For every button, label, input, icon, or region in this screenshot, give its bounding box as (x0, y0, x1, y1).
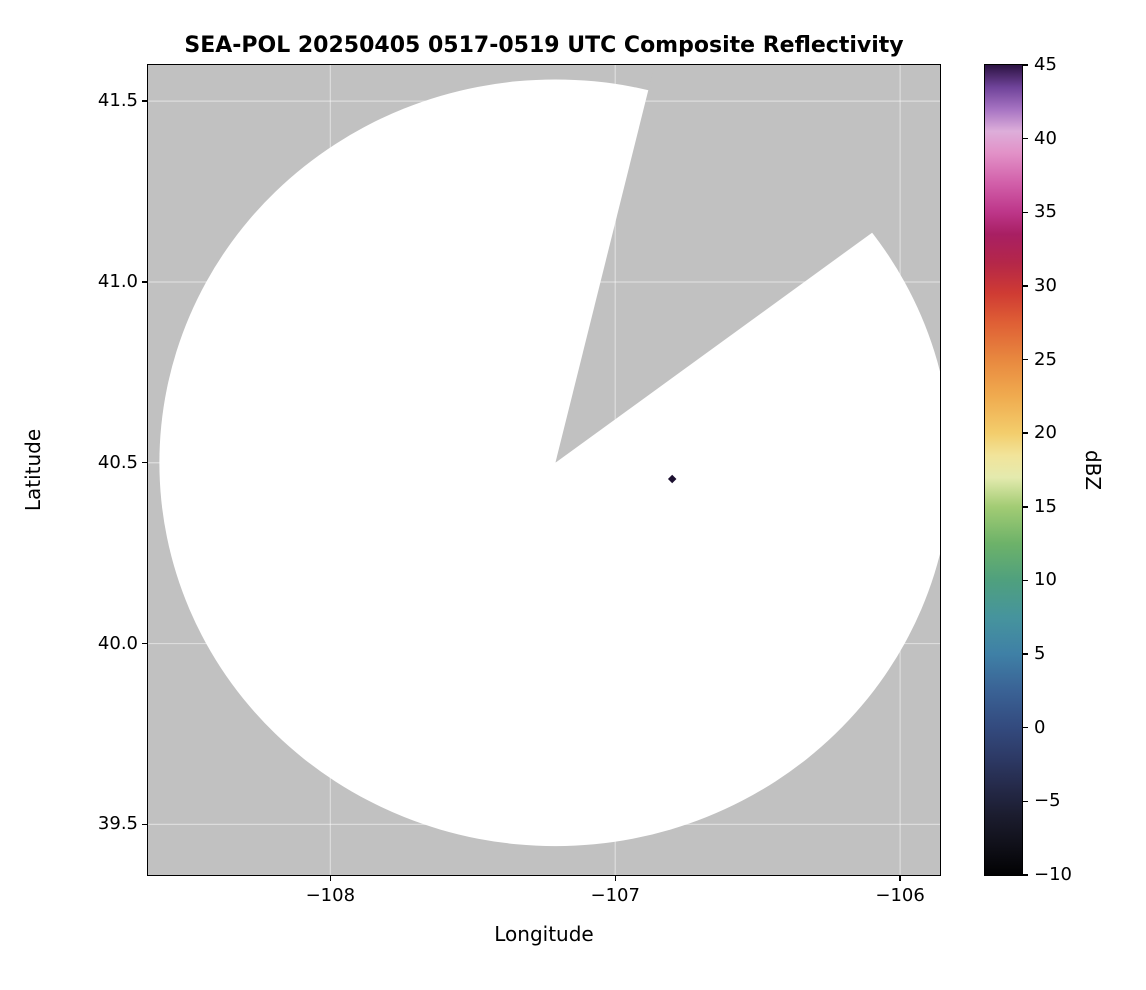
colorbar-tick-label: −10 (1034, 864, 1072, 885)
colorbar-tick-mark (1022, 727, 1028, 729)
y-tick-mark (142, 642, 148, 645)
y-tick-mark (142, 462, 148, 464)
colorbar-tick-mark (1022, 653, 1028, 655)
colorbar-tick-mark (1022, 285, 1028, 287)
colorbar-tick-label: 5 (1034, 643, 1046, 665)
y-tick-mark (142, 823, 148, 826)
radar-echo-point (667, 474, 677, 483)
gridlines (147, 64, 940, 875)
colorbar-tick-mark (1022, 579, 1028, 582)
colorbar (983, 63, 1023, 876)
y-tick-mark (142, 100, 148, 102)
y-tick-label: 41.0 (97, 270, 138, 292)
colorbar-tick-mark (1022, 211, 1028, 213)
colorbar-tick-label: 35 (1034, 201, 1057, 223)
x-axis-label: Longitude (494, 922, 594, 946)
x-tick-mark (329, 875, 332, 881)
colorbar-tick-mark (1022, 137, 1028, 140)
radar-echoes (667, 474, 677, 483)
y-tick-label: 41.5 (97, 90, 138, 112)
x-tick-label: −108 (305, 885, 356, 906)
x-tick-label: −107 (590, 885, 640, 906)
colorbar-label: dBZ (1081, 449, 1105, 491)
y-axis-label: Latitude (21, 428, 45, 512)
colorbar-tick-label: 0 (1034, 716, 1046, 738)
colorbar-tick-label: 20 (1034, 422, 1057, 444)
colorbar-tick-label: 10 (1034, 569, 1057, 591)
colorbar-tick-label: −5 (1034, 790, 1061, 812)
chart-title: SEA-POL 20250405 0517-0519 UTC Composite… (184, 33, 904, 58)
colorbar-tick-mark (1022, 506, 1028, 508)
colorbar-tick-label: 30 (1034, 274, 1057, 296)
y-tick-mark (142, 281, 148, 283)
x-tick-mark (614, 875, 616, 881)
colorbar-tick-label: 45 (1034, 54, 1057, 75)
colorbar-tick-label: 15 (1034, 495, 1057, 517)
colorbar-tick-label: 40 (1034, 127, 1057, 149)
colorbar-tick-mark (1022, 800, 1028, 803)
blanked-sector-wedge (555, 64, 940, 463)
x-tick-label: −106 (875, 885, 925, 906)
colorbar-tick-label: 25 (1034, 348, 1057, 370)
plot-area (146, 63, 941, 876)
y-tick-label: 39.5 (97, 813, 138, 835)
y-tick-label: 40.0 (97, 632, 138, 654)
radar-coverage-map (147, 64, 940, 875)
y-tick-label: 40.5 (97, 451, 138, 473)
colorbar-tick-mark (1022, 358, 1028, 361)
colorbar-tick-mark (1022, 64, 1028, 66)
colorbar-tick-mark (1022, 432, 1028, 434)
colorbar-tick-mark (1022, 874, 1028, 876)
x-tick-mark (899, 875, 901, 881)
